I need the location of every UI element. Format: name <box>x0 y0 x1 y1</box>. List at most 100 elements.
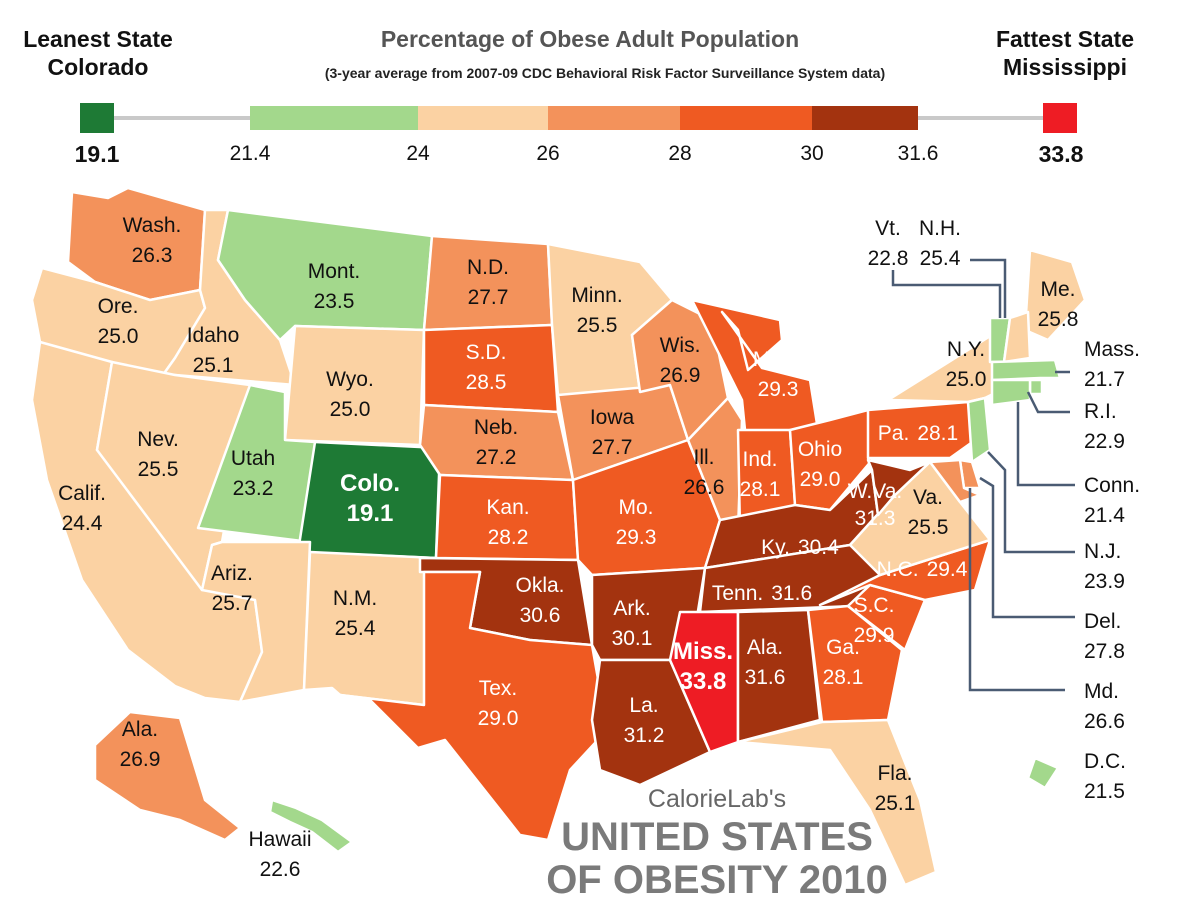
state-value: 30.1 <box>612 627 653 650</box>
state-mass <box>990 358 1062 382</box>
state-label-wyo: Wyo. 25.0 <box>326 368 374 421</box>
state-label-nd: N.D. 27.7 <box>467 256 509 309</box>
state-name: Del. <box>1084 610 1121 633</box>
state-label-idaho: Idaho 25.1 <box>187 324 240 377</box>
state-value: 25.0 <box>98 325 139 348</box>
state-value: 25.4 <box>335 617 376 640</box>
state-name: Colo. <box>340 470 400 497</box>
state-name: N.Y. <box>947 338 985 361</box>
state-name: N.D. <box>467 256 509 279</box>
state-value: 27.7 <box>592 436 633 459</box>
state-label-me: Me. 25.8 <box>1038 278 1079 331</box>
state-label-okla: Okla. 30.6 <box>515 574 564 627</box>
branding: CalorieLab's UNITED STATES OF OBESITY 20… <box>546 785 888 902</box>
legend-tick-label: 31.6 <box>898 142 939 165</box>
state-value: 26.9 <box>120 748 161 771</box>
state-name-value: Pa. 28.1 <box>878 422 958 445</box>
state-hawaii <box>268 798 354 854</box>
state-label-mont: Mont. 23.5 <box>308 260 361 313</box>
state-label-dc: D.C. 21.5 <box>1084 750 1126 803</box>
state-name: Conn. <box>1084 474 1140 497</box>
state-dc <box>1026 756 1060 790</box>
legend-ticks: 21.4 24 26 28 30 31.6 <box>230 142 939 165</box>
state-name-value: Ky. 30.4 <box>761 536 839 559</box>
state-name: Mich. <box>753 348 803 371</box>
state-name: R.I. <box>1084 400 1117 423</box>
state-label-mich: Mich. 29.3 <box>753 348 803 401</box>
state-name: Tenn. <box>712 582 763 605</box>
state-value: 25.1 <box>193 354 234 377</box>
state-label-minn: Minn. 25.5 <box>571 284 622 337</box>
state-name: Fla. <box>877 762 912 785</box>
legend-max-value: 33.8 <box>1039 141 1084 167</box>
state-value: 25.0 <box>946 368 987 391</box>
callout-line-nj <box>987 451 1075 554</box>
state-label-ny: N.Y. 25.0 <box>946 338 987 391</box>
leanest-state: Colorado <box>47 54 149 80</box>
state-md <box>928 458 982 504</box>
state-label-miss: Miss. 33.8 <box>673 638 733 695</box>
legend-bin-4 <box>812 106 918 130</box>
state-value: 28.2 <box>488 526 529 549</box>
state-value: 29.0 <box>478 707 519 730</box>
state-label-pa: Pa. 28.1 <box>878 422 958 445</box>
branding-byline: CalorieLab's <box>648 785 786 813</box>
state-name: Mont. <box>308 260 361 283</box>
state-name: Vt. <box>875 217 901 240</box>
state-name: Okla. <box>515 574 564 597</box>
state-value: 28.5 <box>466 371 507 394</box>
state-name: Me. <box>1040 278 1075 301</box>
state-value: 25.7 <box>212 592 253 615</box>
state-value: 25.4 <box>920 247 961 270</box>
state-name: Hawaii <box>248 828 311 851</box>
state-labels: Wash. 26.3 Ore. 25.0 Calif. 24.4 Idaho 25.1 Nev.… <box>58 214 1140 881</box>
leanest-label: Leanest State <box>23 26 173 52</box>
callout-line-ri <box>1026 391 1070 414</box>
state-label-tex: Tex. 29.0 <box>478 677 519 730</box>
state-value: 23.5 <box>314 290 355 313</box>
state-label-conn: Conn. 21.4 <box>1084 474 1140 527</box>
legend-min-value: 19.1 <box>75 141 120 167</box>
state-value: 28.1 <box>823 666 864 689</box>
state-name: N.H. <box>919 217 961 240</box>
state-name: Minn. <box>571 284 622 307</box>
state-name: Md. <box>1084 680 1119 703</box>
state-label-ark: Ark. 30.1 <box>612 597 653 650</box>
legend-subtitle: (3-year average from 2007-09 CDC Behavio… <box>324 65 886 81</box>
state-name: Pa. <box>878 422 910 445</box>
callout-line-conn <box>1016 402 1075 487</box>
state-value: 22.8 <box>868 247 909 270</box>
state-value: 21.7 <box>1084 368 1125 391</box>
state-value: 29.3 <box>616 526 657 549</box>
state-name: Wyo. <box>326 368 374 391</box>
state-label-vt: Vt. 22.8 <box>868 217 909 270</box>
state-value: 28.1 <box>740 478 781 501</box>
state-ala <box>736 608 822 744</box>
state-value: 27.8 <box>1084 640 1125 663</box>
callout-line-md <box>968 488 1065 692</box>
state-value: 29.4 <box>927 558 968 581</box>
state-name: Ga. <box>826 636 860 659</box>
legend-min-swatch <box>80 103 114 133</box>
state-name: Ky. <box>761 536 790 559</box>
state-name: Ill. <box>694 446 715 469</box>
callout-line-vt <box>891 270 1002 318</box>
state-label-calif: Calif. 24.4 <box>58 482 106 535</box>
state-label-wis: Wis. 26.9 <box>660 334 701 387</box>
state-name: S.D. <box>466 341 507 364</box>
state-shapes <box>30 186 1087 887</box>
state-sd <box>422 323 560 414</box>
state-value: 24.4 <box>62 512 103 535</box>
state-label-hawaii: Hawaii 22.6 <box>248 828 311 881</box>
state-label-ky: Ky. 30.4 <box>761 536 839 559</box>
legend-tick-label: 26 <box>536 142 559 165</box>
state-value: 31.6 <box>745 666 786 689</box>
state-value: 30.4 <box>798 536 839 559</box>
state-value: 21.4 <box>1084 504 1125 527</box>
state-name: Utah <box>231 447 275 470</box>
state-value: 25.5 <box>138 458 179 481</box>
state-conn <box>990 378 1032 407</box>
state-label-mass: Mass. 21.7 <box>1084 338 1140 391</box>
